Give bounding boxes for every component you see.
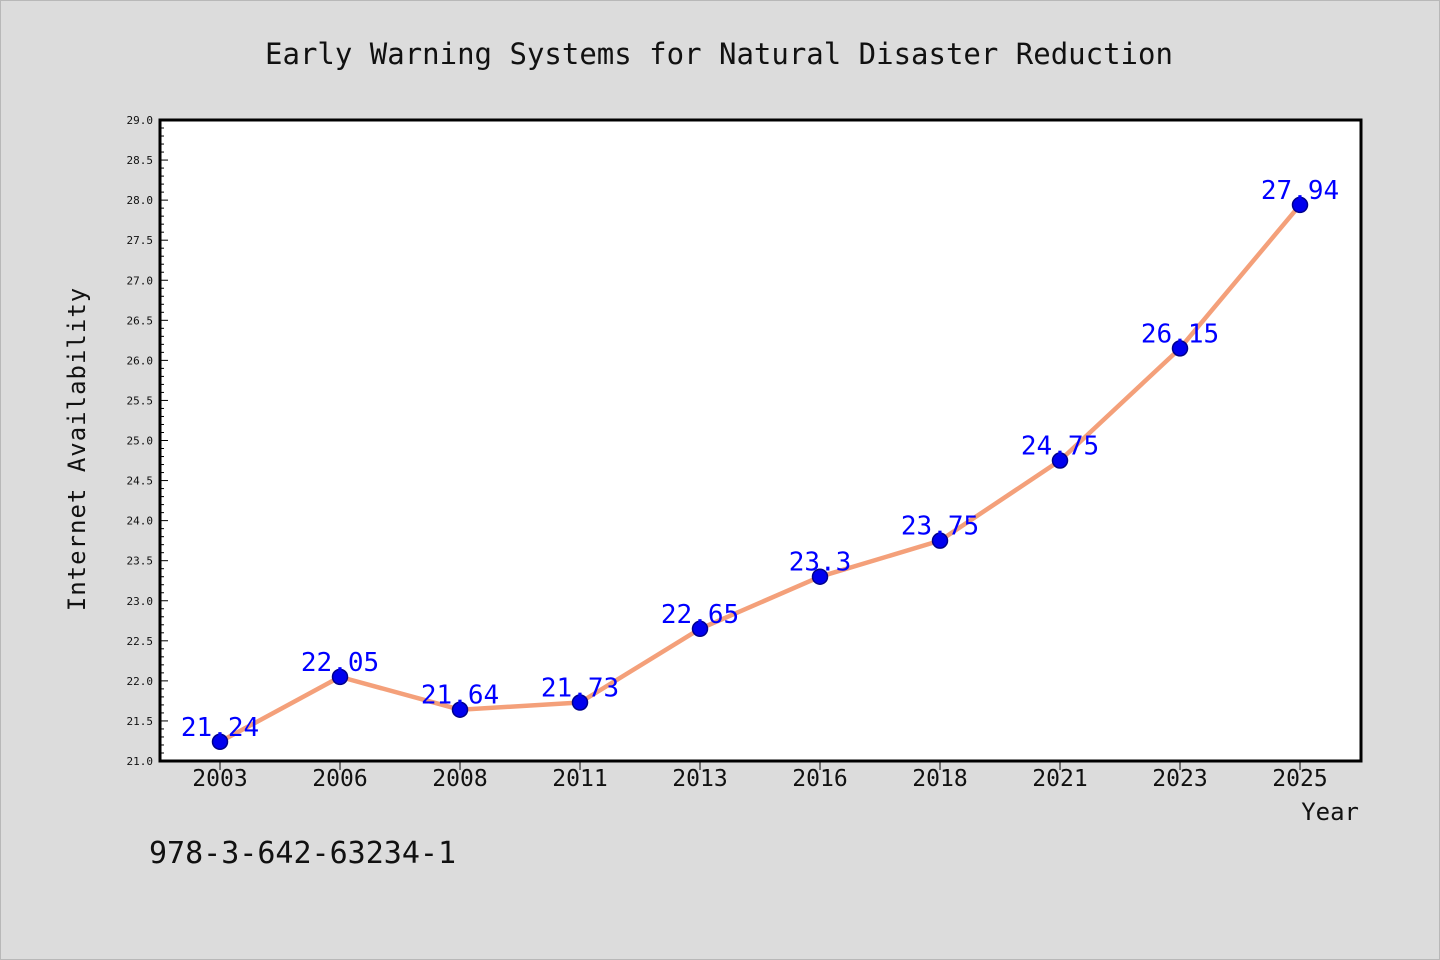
y-tick-label: 24.5 bbox=[127, 475, 154, 488]
y-tick-label: 24.0 bbox=[127, 515, 154, 528]
y-tick-label: 25.5 bbox=[127, 394, 154, 407]
x-tick-label: 2023 bbox=[1152, 766, 1207, 792]
data-point bbox=[211, 733, 229, 751]
data-label: 27.94 bbox=[1261, 176, 1339, 206]
y-tick-label: 21.0 bbox=[127, 755, 154, 768]
data-point bbox=[451, 701, 469, 718]
x-axis-label: Year bbox=[1301, 798, 1359, 826]
plot-area bbox=[158, 118, 1363, 763]
data-point bbox=[691, 620, 709, 638]
data-label: 23.3 bbox=[789, 548, 852, 578]
data-label-layer: 21.24 22.05 21.64 21.73 22.65 23.3 23.75 24.75 2… bbox=[181, 176, 1339, 743]
x-tick-label: 2018 bbox=[912, 766, 967, 792]
data-point bbox=[331, 668, 349, 686]
y-tick-label: 28.5 bbox=[127, 154, 154, 167]
x-tick-label: 2011 bbox=[552, 766, 607, 792]
x-tick-label: 2013 bbox=[672, 766, 727, 792]
data-label: 21.64 bbox=[421, 681, 499, 711]
y-tick-label: 29.0 bbox=[127, 114, 154, 127]
x-tick-label: 2006 bbox=[312, 766, 367, 792]
y-tick-label: 27.0 bbox=[127, 274, 154, 287]
x-tick-label: 2016 bbox=[792, 766, 847, 792]
y-tick-label: 22.5 bbox=[127, 635, 154, 648]
x-tick-label: 2003 bbox=[192, 766, 247, 792]
data-label: 26.15 bbox=[1141, 319, 1219, 349]
x-tick-label: 2021 bbox=[1032, 766, 1087, 792]
x-tick-label: 2025 bbox=[1272, 766, 1327, 792]
data-label: 21.73 bbox=[541, 674, 619, 704]
y-tick-label: 22.0 bbox=[127, 675, 154, 688]
y-tick-label: 23.5 bbox=[127, 555, 154, 568]
chart-title: Early Warning Systems for Natural Disast… bbox=[265, 37, 1173, 71]
data-label: 22.05 bbox=[301, 648, 379, 678]
data-point bbox=[1171, 340, 1189, 357]
isbn-footer: 978-3-642-63234-1 bbox=[149, 836, 456, 871]
y-tick-label: 23.0 bbox=[127, 595, 154, 608]
series-layer bbox=[211, 196, 1309, 751]
data-point bbox=[811, 568, 829, 585]
data-point bbox=[1051, 452, 1069, 469]
data-label: 22.65 bbox=[661, 600, 739, 630]
data-label: 21.24 bbox=[181, 713, 259, 743]
y-tick-label: 27.5 bbox=[127, 234, 154, 247]
data-point bbox=[1291, 196, 1309, 214]
series-line bbox=[217, 202, 1303, 745]
data-label: 24.75 bbox=[1021, 432, 1099, 462]
data-point bbox=[931, 532, 949, 549]
y-tick-label: 21.5 bbox=[127, 715, 154, 728]
y-axis-label: Internet Availability bbox=[63, 287, 91, 611]
y-tick-label: 26.5 bbox=[127, 314, 154, 327]
data-label: 23.75 bbox=[901, 512, 979, 542]
y-tick-label: 28.0 bbox=[127, 194, 154, 207]
x-tick-label: 2008 bbox=[432, 766, 487, 792]
data-point bbox=[571, 694, 589, 711]
x-axis: 2003 2006 2008 2011 2013 2016 2018 2021 2023 2025 bbox=[192, 761, 1328, 792]
y-axis: 21.0 21.5 22.0 22.5 23.0 23.5 24.0 24.5 25.0 25.5… bbox=[127, 114, 168, 768]
y-tick-label: 26.0 bbox=[127, 354, 154, 367]
y-tick-label: 25.0 bbox=[127, 435, 154, 448]
